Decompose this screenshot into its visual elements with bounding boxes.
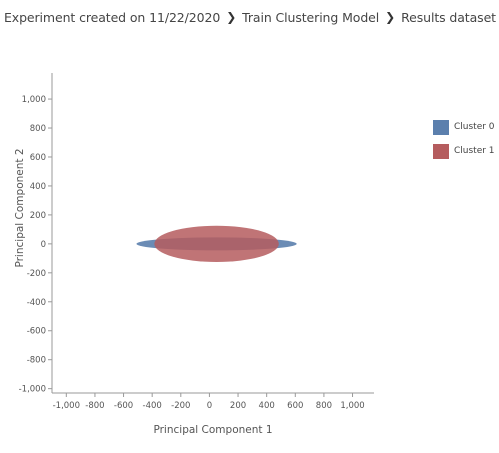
x-tick-label: 600 <box>287 401 303 411</box>
legend-item-cluster-0[interactable]: Cluster 0 <box>433 119 495 135</box>
x-tick-label: 400 <box>259 401 275 411</box>
y-tick-label: 800 <box>30 124 46 134</box>
y-tick-label: 0 <box>41 240 46 250</box>
breadcrumb-train-clustering-model-link[interactable]: Train Clustering Model <box>242 9 380 25</box>
x-tick-label: 1,000 <box>340 401 364 411</box>
legend-swatch-cluster-0 <box>433 119 449 135</box>
x-tick-label: -200 <box>171 401 190 411</box>
x-tick-label: 200 <box>230 401 246 411</box>
x-tick-label: 0 <box>207 401 212 411</box>
legend-label-cluster-1: Cluster 1 <box>454 146 495 156</box>
x-tick-label: 800 <box>316 401 332 411</box>
axes-layer: 1,000 800 600 400 200 0 -200 -400 -600 -800 -1,000… <box>14 73 374 436</box>
y-tick-label: -400 <box>27 298 46 308</box>
y-tick-label: 200 <box>30 211 46 221</box>
y-tick-label: -1,000 <box>19 385 46 395</box>
x-axis-title: Principal Component 1 <box>153 424 272 436</box>
x-tick-label: -600 <box>114 401 133 411</box>
legend-swatch-cluster-1 <box>433 143 449 159</box>
legend-label-cluster-0: Cluster 0 <box>454 122 495 132</box>
y-tick-label: -800 <box>27 356 46 366</box>
x-tick-label: -400 <box>143 401 162 411</box>
y-tick-label: -600 <box>27 327 46 337</box>
legend-item-cluster-1[interactable]: Cluster 1 <box>433 143 495 159</box>
breadcrumb-chevron-icon: ❯ <box>385 10 396 24</box>
x-tick-label: -1,000 <box>53 401 80 411</box>
y-tick-label: 1,000 <box>22 95 46 105</box>
breadcrumb-results-dataset: Results dataset <box>401 9 496 25</box>
y-tick-label: 600 <box>30 153 46 163</box>
chart-legend: Cluster 0 Cluster 1 <box>433 119 495 167</box>
breadcrumb-chevron-icon: ❯ <box>226 10 237 24</box>
x-tick-label: -800 <box>85 401 104 411</box>
y-axis-title: Principal Component 2 <box>14 148 26 267</box>
cluster-1-ellipse[interactable] <box>154 225 279 262</box>
breadcrumb: Experiment created on 11/22/2020 ❯ Train… <box>4 6 496 28</box>
breadcrumb-experiment-link[interactable]: Experiment created on 11/22/2020 <box>4 9 221 25</box>
series-layer <box>136 225 297 262</box>
y-tick-label: -200 <box>27 269 46 279</box>
y-tick-label: 400 <box>30 182 46 192</box>
